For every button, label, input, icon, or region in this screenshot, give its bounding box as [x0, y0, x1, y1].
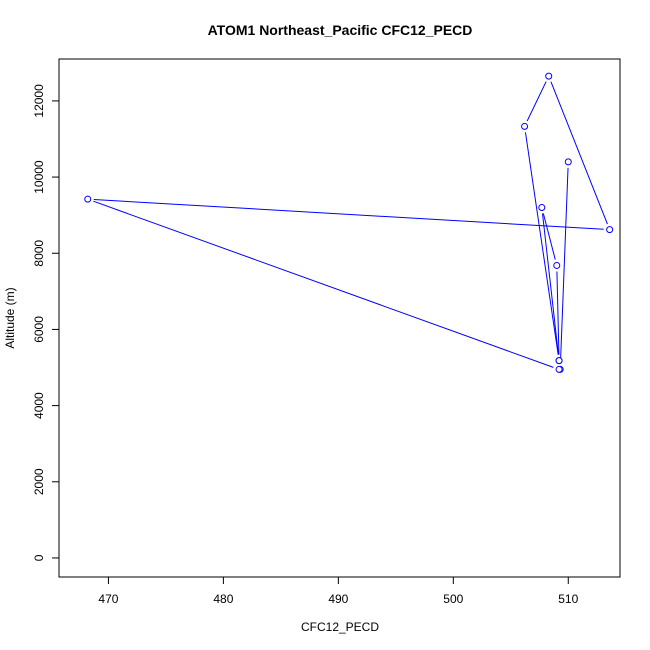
x-tick-label-1: 480 — [213, 592, 233, 606]
y-tick-label-3: 6000 — [32, 316, 46, 343]
series-0-segment-2 — [556, 271, 560, 355]
x-axis-label: CFC12_PECD — [301, 620, 379, 634]
x-axis: 470 480 490 500 510 — [98, 577, 579, 606]
series-lines — [93, 81, 608, 368]
series-0-point-5 — [555, 357, 563, 365]
x-tick-label-2: 490 — [328, 592, 348, 606]
chart-title: ATOM1 Northeast_Pacific CFC12_PECD — [208, 22, 473, 38]
series-0-point-4 — [538, 204, 546, 212]
plot-frame — [58, 58, 621, 578]
x-tick-label-4: 510 — [558, 592, 578, 606]
x-tick-label-3: 500 — [443, 592, 463, 606]
y-tick-label-6: 12000 — [32, 84, 46, 118]
series-0-segment-4 — [542, 213, 559, 355]
x-tick-label-0: 470 — [98, 592, 118, 606]
y-axis-label: Altitude (m) — [3, 287, 17, 348]
y-tick-label-0: 0 — [32, 554, 46, 561]
series-0-segment-0 — [559, 167, 569, 364]
series-0-segment-3 — [542, 213, 556, 260]
series-0-segment-5 — [524, 132, 559, 355]
series-0-segment-9 — [93, 200, 554, 368]
series-0-point-0 — [564, 158, 572, 166]
series-0-point-10 — [555, 365, 563, 373]
y-tick-label-5: 10000 — [32, 160, 46, 194]
series-0-segment-8 — [93, 199, 604, 230]
series-0-point-7 — [545, 72, 553, 80]
y-tick-label-4: 8000 — [32, 240, 46, 267]
y-axis: 0 2000 4000 6000 8000 10000 12000 — [32, 84, 59, 561]
series-0-point-9 — [84, 195, 92, 203]
series-0-segment-6 — [526, 81, 547, 122]
series-0-segment-7 — [550, 81, 608, 225]
y-tick-label-2: 4000 — [32, 392, 46, 419]
series-0-point-8 — [606, 226, 614, 234]
series-0-point-6 — [521, 122, 529, 130]
series-points — [84, 72, 614, 373]
series-0-point-3 — [553, 261, 561, 269]
y-tick-label-1: 2000 — [32, 468, 46, 495]
